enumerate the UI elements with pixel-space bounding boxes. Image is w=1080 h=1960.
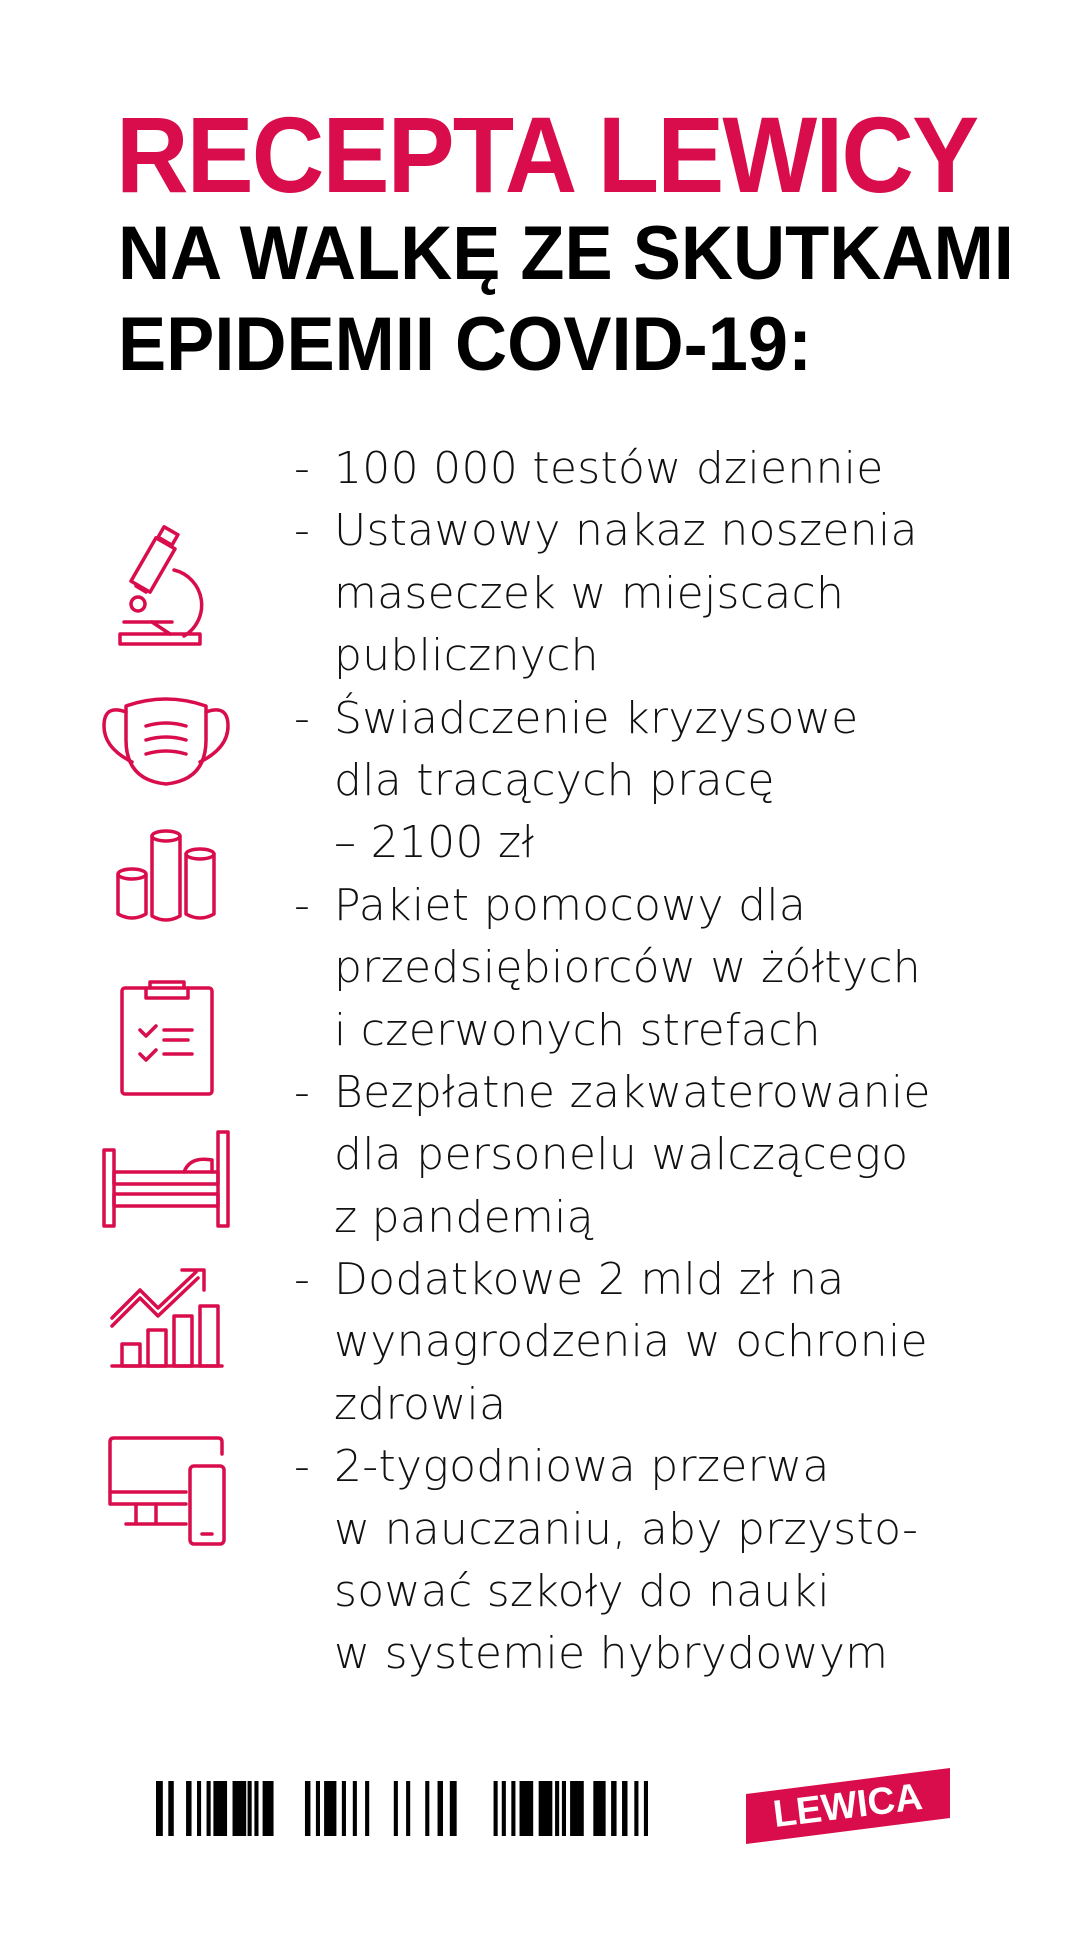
- measures-list: -100 000 testów dziennie - Ustawowy nakaz …: [294, 438, 1054, 1686]
- list-line-text: wynagrodzenia w ochronie: [334, 1316, 928, 1368]
- barcode-bar: [437, 1781, 443, 1836]
- barcode-bar: [570, 1781, 584, 1836]
- bullet-dash: -: [294, 692, 311, 744]
- barcode-bar: [352, 1781, 357, 1836]
- list-line: w systemie hybrydowym: [294, 1623, 1054, 1685]
- bed-icon: [100, 1128, 232, 1228]
- barcode-bar: [341, 1781, 346, 1836]
- barcode-bar: [634, 1781, 639, 1836]
- list-line: przedsiębiorców w żółtych: [294, 937, 1054, 999]
- barcode-bar: [501, 1781, 506, 1836]
- barcode-graphic: [156, 1781, 648, 1836]
- bullet-dash: -: [294, 1254, 311, 1306]
- barcode-bar: [213, 1781, 228, 1836]
- barcode-bar: [324, 1781, 337, 1836]
- list-line-text: dla personelu walczącego: [334, 1129, 909, 1181]
- coins-icon: [114, 828, 220, 924]
- barcode-bar: [365, 1781, 370, 1836]
- barcode-bar: [156, 1781, 163, 1836]
- list-line-text: zdrowia: [334, 1378, 507, 1430]
- list-line: - Dodatkowe 2 mld zł na: [294, 1249, 1054, 1311]
- page-subtitle-line-1: NA WALKĘ ZE SKUTKAMI: [118, 211, 1014, 296]
- barcode-bar: [538, 1781, 553, 1836]
- logo-text: LEWICA: [771, 1776, 925, 1836]
- list-line: - Pakiet pomocowy dla: [294, 875, 1054, 937]
- list-line: -2-tygodniowa przerwa: [294, 1436, 1054, 1498]
- barcode-bar: [186, 1781, 192, 1836]
- barcode-bar: [555, 1781, 560, 1836]
- list-line: dla tracących pracę: [294, 750, 1054, 812]
- list-line: - Bezpłatne zakwaterowanie: [294, 1062, 1054, 1124]
- barcode-bar: [206, 1781, 211, 1836]
- list-line-text: i czerwonych strefach: [334, 1004, 821, 1056]
- barcode-bar: [406, 1781, 411, 1836]
- microscope-icon: [112, 522, 222, 652]
- barcode-bar: [425, 1781, 430, 1836]
- face-mask-icon: [100, 692, 232, 788]
- barcode-bar: [611, 1781, 617, 1836]
- barcode-bar: [168, 1781, 174, 1836]
- list-line: i czerwonych strefach: [294, 1000, 1054, 1062]
- list-line: -100 000 testów dziennie: [294, 438, 1054, 500]
- list-line: publicznych: [294, 625, 1054, 687]
- barcode-bar: [232, 1781, 247, 1836]
- barcode-bar: [247, 1781, 252, 1836]
- list-line: z pandemią: [294, 1187, 1054, 1249]
- bullet-dash: -: [294, 1066, 311, 1118]
- lewica-logo: LEWICA: [746, 1768, 950, 1844]
- list-line-text: maseczek w miejscach: [334, 567, 845, 619]
- list-line-text: sować szkoły do nauki: [334, 1566, 830, 1618]
- list-line-text: z pandemią: [334, 1191, 594, 1243]
- bullet-dash: -: [294, 879, 311, 931]
- list-line-text: 100 000 testów dziennie: [334, 443, 884, 494]
- devices-icon: [106, 1434, 228, 1548]
- bullet-dash: -: [294, 505, 311, 557]
- barcode-bar: [493, 1781, 498, 1836]
- barcode-bar: [622, 1781, 628, 1836]
- clipboard-checklist-icon: [118, 978, 216, 1098]
- list-line: maseczek w miejscach: [294, 563, 1054, 625]
- list-line: – 2100 zł: [294, 812, 1054, 874]
- barcode-bar: [304, 1781, 311, 1836]
- barcode-bar: [262, 1781, 274, 1836]
- list-line-text: Pakiet pomocowy dla: [334, 879, 807, 931]
- growth-chart-icon: [108, 1260, 226, 1374]
- list-line: - Świadczenie kryzysowe: [294, 688, 1054, 750]
- list-line-text: przedsiębiorców w żółtych: [334, 942, 921, 994]
- list-line-text: w systemie hybrydowym: [334, 1628, 889, 1680]
- barcode-bar: [643, 1781, 648, 1836]
- barcode-bar: [511, 1781, 516, 1836]
- list-line-text: – 2100 zł: [334, 817, 535, 869]
- barcode-bar: [449, 1781, 457, 1836]
- barcode-bar: [393, 1781, 398, 1836]
- list-line: wynagrodzenia w ochronie: [294, 1311, 1054, 1373]
- list-line: - Ustawowy nakaz noszenia: [294, 500, 1054, 562]
- barcode-bar: [561, 1781, 566, 1836]
- list-line-text: 2-tygodniowa przerwa: [334, 1441, 830, 1493]
- list-line-text: Świadczenie kryzysowe: [334, 692, 859, 744]
- barcode-bar: [593, 1781, 606, 1836]
- list-line-text: Dodatkowe 2 mld zł na: [334, 1254, 845, 1306]
- list-line: zdrowia: [294, 1374, 1054, 1436]
- page-subtitle-line-2: EPIDEMII COVID-19:: [118, 302, 813, 387]
- list-line-text: publicznych: [334, 630, 599, 682]
- list-line-text: w nauczaniu, aby przysto-: [334, 1503, 919, 1555]
- list-line-text: Ustawowy nakaz noszenia: [334, 505, 918, 557]
- barcode-bar: [315, 1781, 320, 1836]
- list-line-text: dla tracących pracę: [334, 754, 775, 806]
- list-line: dla personelu walczącego: [294, 1124, 1054, 1186]
- page-title: RECEPTA LEWICY: [116, 94, 979, 215]
- bullet-dash: -: [294, 1441, 311, 1493]
- barcode-bar: [197, 1781, 202, 1836]
- list-line: sować szkoły do nauki: [294, 1561, 1054, 1623]
- list-line: w nauczaniu, aby przysto-: [294, 1499, 1054, 1561]
- bullet-dash: -: [294, 443, 311, 494]
- list-line-text: Bezpłatne zakwaterowanie: [334, 1066, 931, 1118]
- barcode-bar: [254, 1781, 259, 1836]
- barcode-bar: [519, 1781, 534, 1836]
